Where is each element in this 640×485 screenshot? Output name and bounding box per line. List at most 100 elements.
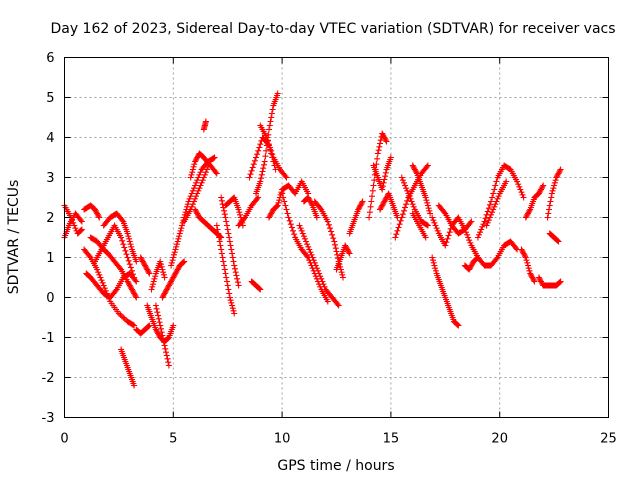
data-point-markers [279,190,331,305]
data-series-track-15 [159,258,188,301]
data-series-track-41 [409,162,434,217]
y-tick-label: 2 [46,211,54,226]
tick-layer: -3 -2 -1 0 1 2 3 4 5 6 0 5 10 15 20 25 [42,51,617,447]
data-point-markers [398,174,431,229]
data-series-track-40 [398,174,431,229]
data-point-markers [213,222,238,317]
data-point-markers [300,194,320,221]
data-point-markers [346,198,366,237]
y-tick-label: 4 [46,131,54,146]
data-series-track-13 [148,258,168,293]
data-point-markers [218,194,242,289]
data-series-track-11 [133,322,153,337]
data-point-markers [148,258,168,293]
data-series-track-47 [474,162,527,241]
data-point-markers [248,278,264,293]
y-tick-label: 3 [46,171,54,186]
x-tick-label: 20 [491,432,508,447]
data-series-track-31 [296,222,342,309]
x-tick-label: 25 [600,432,617,447]
y-tick-label: -3 [42,411,55,426]
data-point-markers [118,346,138,389]
y-axis-label: SDTVAR / TECUs [6,180,22,295]
data-point-markers [370,154,394,193]
data-series-track-29 [266,178,312,221]
data-point-markers [333,242,353,273]
x-tick-label: 10 [274,432,291,447]
data-series-track-51 [522,182,547,221]
data-point-markers [266,178,312,221]
y-tick-label: 0 [46,291,54,306]
y-tick-label: 5 [46,91,54,106]
data-point-markers [181,158,214,225]
data-point-markers [518,246,538,285]
data-layer [61,90,564,389]
data-series-track-21 [213,222,238,317]
y-tick-label: 1 [46,251,54,266]
data-series-track-14 [152,302,172,369]
data-point-markers [535,274,564,289]
x-tick-label: 15 [383,432,400,447]
data-point-markers [81,202,103,221]
data-point-markers [235,194,262,229]
data-series-track-08 [100,210,140,265]
data-series-track-54 [546,230,562,245]
data-series-track-37 [370,154,394,193]
data-point-markers [296,222,342,309]
y-tick-label: -1 [42,331,55,346]
data-series-track-30 [279,190,331,305]
data-point-markers [474,162,527,241]
data-series-track-20 [200,118,209,133]
data-series-track-33 [300,194,320,221]
grid-layer [64,57,609,418]
data-point-markers [100,210,140,265]
data-point-markers [377,190,401,221]
data-series-track-35 [346,198,366,237]
y-tick-label: -2 [42,371,55,386]
data-series-track-25 [248,278,264,293]
data-point-markers [546,230,562,245]
data-series-track-49 [483,178,510,229]
data-point-markers [474,238,521,269]
data-series-track-27 [253,90,281,197]
data-series-track-17 [181,158,214,225]
data-point-markers [152,302,172,369]
data-series-track-28 [257,122,290,181]
data-point-markers [522,182,547,221]
data-series-track-07 [92,222,138,281]
x-tick-label: 0 [60,432,68,447]
data-point-markers [200,118,209,133]
data-series-track-50 [518,246,538,285]
data-point-markers [483,178,510,229]
data-series-track-04 [81,202,103,221]
x-axis-label: GPS time / hours [277,458,394,474]
data-series-track-18 [187,150,220,181]
data-series-track-24 [235,194,262,229]
data-point-markers [409,210,429,241]
x-tick-label: 5 [169,432,177,447]
data-series-track-36 [366,130,390,221]
data-point-markers [137,254,153,277]
data-series-track-53 [544,166,564,221]
data-point-markers [257,122,290,181]
y-tick-label: 6 [46,51,54,66]
data-point-markers [409,162,434,217]
data-point-markers [168,154,218,269]
data-series-track-38 [377,190,401,221]
data-point-markers [366,130,390,221]
data-series-track-22 [218,194,242,289]
data-series-track-45 [435,202,475,237]
data-point-markers [187,150,220,181]
data-point-markers [544,166,564,221]
data-series-track-10 [137,254,153,277]
data-series-track-09 [118,346,138,389]
data-series-track-52 [535,274,564,289]
chart-title: Day 162 of 2023, Sidereal Day-to-day VTE… [50,21,615,37]
data-point-markers [133,322,153,337]
data-point-markers [435,202,475,237]
data-series-track-16 [168,154,218,269]
data-point-markers [253,90,281,197]
data-series-track-42 [409,210,429,241]
